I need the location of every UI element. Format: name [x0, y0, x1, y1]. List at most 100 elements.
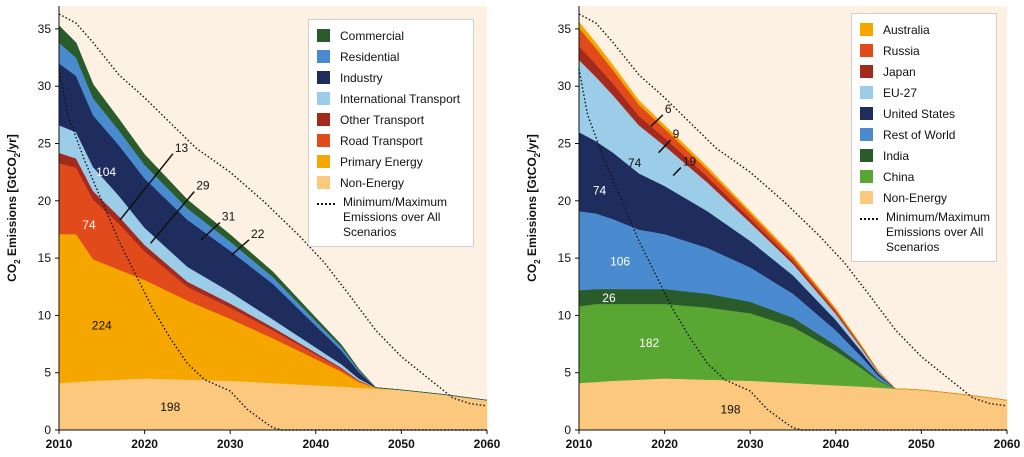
- legend-item-non-energy: Non-Energy: [317, 172, 465, 193]
- data-label: 198: [720, 402, 740, 416]
- x-tick-label: 2050: [908, 437, 935, 451]
- data-label: 106: [610, 255, 630, 269]
- legend-item-china: China: [860, 166, 988, 187]
- legend-item-road-transport: Road Transport: [317, 130, 465, 151]
- legend-item-envelope: Minimum/Maximum Emissions over All Scena…: [860, 210, 990, 255]
- y-tick-label: 10: [38, 308, 52, 322]
- y-tick-label: 30: [38, 79, 52, 93]
- y-tick-label: 5: [44, 366, 51, 380]
- right-y-axis-label: CO2 Emissions [GtCO2/yr]: [525, 134, 542, 282]
- y-tick-label: 25: [558, 137, 572, 151]
- legend-label: India: [883, 148, 910, 163]
- callout-label: 22: [251, 227, 265, 241]
- data-label: 182: [639, 336, 659, 350]
- callout-line: [672, 167, 682, 177]
- callout-line: [231, 239, 250, 256]
- legend-label: Residential: [340, 49, 400, 64]
- legend-item-japan: Japan: [860, 61, 988, 82]
- legend-item-envelope: Minimum/Maximum Emissions over All Scena…: [317, 195, 465, 240]
- y-tick-label: 10: [558, 308, 572, 322]
- legend-item-residential: Residential: [317, 46, 465, 67]
- dotted-line-icon: [317, 203, 335, 205]
- legend-swatch: [860, 128, 873, 141]
- left-y-axis-label: CO2 Emissions [GtCO2/yr]: [5, 134, 22, 282]
- callout-line: [119, 153, 174, 221]
- legend-label: EU-27: [883, 85, 918, 100]
- legend-label: Other Transport: [340, 112, 425, 127]
- data-label: 26: [602, 291, 616, 305]
- legend-swatch: [317, 92, 330, 105]
- callout-label: 6: [665, 102, 672, 116]
- area-australia: [578, 21, 1008, 401]
- legend-label: Minimum/Maximum Emissions over All Scena…: [343, 195, 448, 239]
- x-tick-label: 2060: [994, 437, 1021, 451]
- y-tick-label: 35: [38, 22, 52, 36]
- callout-label: 31: [222, 210, 236, 224]
- legend-swatch: [317, 176, 330, 189]
- legend-item-international-transport: International Transport: [317, 88, 465, 109]
- callout-line: [650, 114, 664, 127]
- x-tick-label: 2030: [737, 437, 764, 451]
- x-tick-label: 2040: [822, 437, 849, 451]
- legend-swatch: [317, 71, 330, 84]
- x-tick-label: 2010: [566, 437, 593, 451]
- legend-label: Rest of World: [883, 127, 956, 142]
- y-tick-label: 15: [38, 251, 52, 265]
- legend-item-rest-of-world: Rest of World: [860, 124, 988, 145]
- y-tick-label: 5: [564, 366, 571, 380]
- data-label: 224: [92, 319, 112, 333]
- callout-line: [658, 139, 672, 154]
- callout-label: 19: [683, 155, 697, 169]
- legend-label: Primary Energy: [340, 154, 423, 169]
- data-label: 198: [160, 400, 180, 414]
- x-tick-label: 2060: [474, 437, 501, 451]
- legend-swatch: [317, 134, 330, 147]
- y-tick-label: 15: [558, 251, 572, 265]
- legend-item-industry: Industry: [317, 67, 465, 88]
- callout-line: [150, 191, 195, 244]
- legend-swatch: [860, 170, 873, 183]
- legend-item-russia: Russia: [860, 40, 988, 61]
- callout-label: 29: [196, 179, 210, 193]
- legend-label: International Transport: [340, 91, 461, 106]
- legend-item-united-states: United States: [860, 103, 988, 124]
- y-tick-label: 20: [558, 194, 572, 208]
- x-tick-label: 2010: [46, 437, 73, 451]
- data-label: 104: [96, 165, 116, 179]
- legend-swatch: [317, 29, 330, 42]
- callout-label: 13: [175, 141, 189, 155]
- legend-swatch: [860, 44, 873, 57]
- y-tick-label: 25: [38, 137, 52, 151]
- callout-label: 9: [673, 127, 680, 141]
- legend-swatch: [860, 191, 873, 204]
- y-tick-label: 20: [38, 194, 52, 208]
- y-tick-label: 0: [564, 423, 571, 437]
- x-tick-label: 2020: [651, 437, 678, 451]
- legend-label: China: [883, 169, 915, 184]
- legend-label: Japan: [883, 64, 916, 79]
- legend-item-primary-energy: Primary Energy: [317, 151, 465, 172]
- legend-label: Australia: [883, 22, 930, 37]
- legend-swatch: [860, 107, 873, 120]
- legend-swatch: [317, 155, 330, 168]
- x-tick-label: 2020: [131, 437, 158, 451]
- legend-swatch: [860, 65, 873, 78]
- legend-item-commercial: Commercial: [317, 25, 465, 46]
- data-label: 74: [82, 218, 96, 232]
- legend-label: Non-Energy: [340, 175, 405, 190]
- dotted-line-icon: [860, 218, 878, 220]
- left-legend: Commercial Residential Industry Internat…: [308, 19, 474, 247]
- legend-item-eu-27: EU-27: [860, 82, 988, 103]
- y-tick-label: 30: [558, 79, 572, 93]
- legend-label: Non-Energy: [883, 190, 948, 205]
- legend-swatch: [860, 23, 873, 36]
- envelope-max-line: [578, 13, 1008, 407]
- legend-item-australia: Australia: [860, 19, 988, 40]
- legend-swatch: [860, 149, 873, 162]
- legend-item-other-transport: Other Transport: [317, 109, 465, 130]
- legend-label: Road Transport: [340, 133, 423, 148]
- x-tick-label: 2030: [217, 437, 244, 451]
- data-label: 74: [593, 183, 607, 197]
- legend-swatch: [317, 113, 330, 126]
- envelope-max-line: [58, 13, 488, 407]
